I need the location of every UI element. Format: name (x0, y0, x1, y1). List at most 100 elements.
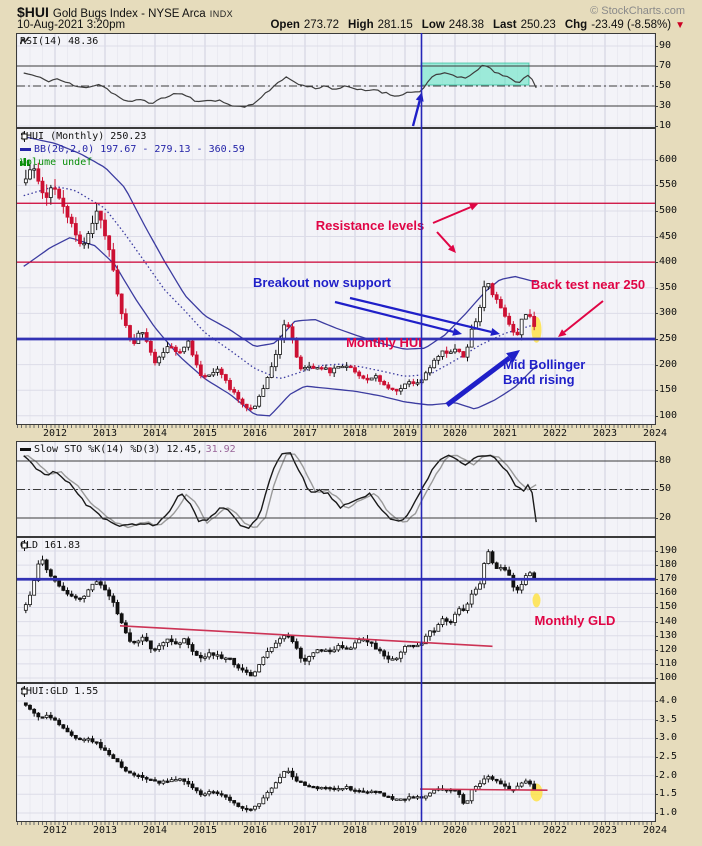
rsi-y-tick-label: 50 (659, 80, 672, 91)
price-panel: $HUI (Monthly) 250.23 BB(20,2.0) 197.67 … (16, 128, 656, 425)
ratio-y-tick-label: 4.0 (659, 694, 678, 706)
ratio-y-tick-mark (655, 794, 658, 796)
ticker-name: Gold Bugs Index - NYSE Arca (52, 8, 206, 20)
rsi-y-tick-mark (655, 106, 658, 107)
annotation-monthly-hui: Monthly HUI (346, 335, 422, 350)
quote-value: 273.72 (303, 19, 340, 31)
main-y-tick-label: 250 (659, 332, 678, 344)
quote-label: Last (492, 19, 517, 31)
gld-y-tick-label: 170 (659, 573, 678, 585)
quote-value: -23.49 (-8.58%) (591, 19, 672, 31)
hui-gld-ratio-panel: $HUI:GLD 1.55 (16, 683, 656, 822)
exchange-tag: INDX (209, 9, 234, 19)
bb-line-icon (20, 148, 31, 151)
main-y-tick-mark (655, 415, 658, 417)
sto-y-tick-label: 20 (659, 511, 672, 523)
x-axis-year-label: 2015 (192, 428, 218, 439)
sto-line-icon (20, 448, 31, 451)
x-axis-year-label: 2019 (392, 825, 418, 836)
main-y-tick-mark (655, 185, 658, 187)
rsi-plot (17, 34, 655, 127)
candlestick-icon (21, 686, 28, 697)
ratio-y-tick-mark (655, 756, 658, 758)
x-axis-year-label: 2021 (492, 825, 518, 836)
gld-y-tick-mark (655, 663, 658, 665)
main-y-tick-mark (655, 210, 658, 212)
main-y-tick-mark (655, 287, 658, 289)
quote-value: 281.15 (377, 19, 413, 31)
quote-fields: Open 273.72 High 281.15 Low 248.38 Last 250.23 C… (261, 19, 685, 31)
quote-label: Low (421, 19, 445, 31)
rsi-y-tick-mark (655, 66, 658, 67)
gld-legend: GLD 161.83 (20, 540, 80, 551)
x-axis-year-label: 2017 (292, 428, 318, 439)
sto-d-label: 31.92 (205, 444, 236, 455)
main-y-tick-mark (655, 236, 658, 238)
x-axis-year-label: 2020 (442, 825, 468, 836)
quote-label: Chg (564, 19, 588, 31)
rsi-y-tick-mark (655, 126, 658, 127)
gld-y-tick-mark (655, 593, 658, 595)
hui-gld-ratio-plot (17, 684, 655, 821)
ratio-legend: $HUI:GLD 1.55 (20, 686, 98, 697)
ratio-y-tick-label: 1.5 (659, 788, 678, 800)
annotation-breakout-now-support: Breakout now support (253, 275, 391, 290)
x-axis-year-label: 2024 (642, 428, 668, 439)
main-y-tick-label: 500 (659, 204, 678, 216)
candlestick-icon (21, 131, 28, 142)
main-y-tick-mark (655, 159, 658, 161)
main-y-tick-label: 150 (659, 384, 678, 396)
main-y-tick-label: 450 (659, 230, 678, 242)
bb-legend: BB(20,2.0) 197.67 - 279.13 - 360.59 (20, 144, 245, 155)
rsi-panel: RSI(14) 48.36 (16, 33, 656, 128)
price-legend-label: $HUI (Monthly) 250.23 (20, 131, 147, 142)
x-axis-year-label: 2014 (142, 428, 168, 439)
gld-y-tick-mark (655, 607, 658, 609)
indicator-zigzag-icon (20, 36, 30, 45)
x-axis-year-label: 2016 (242, 428, 268, 439)
x-axis-year-label: 2016 (242, 825, 268, 836)
ticker-symbol: $HUI (17, 4, 49, 20)
x-axis-year-label: 2019 (392, 428, 418, 439)
gld-y-tick-label: 160 (659, 587, 678, 599)
stochastic-legend: Slow STO %K(14) %D(3) 12.45, 31.92 (20, 444, 236, 455)
sto-y-tick-mark (655, 460, 658, 462)
quote-value: 248.38 (448, 19, 484, 31)
x-axis-year-label: 2022 (542, 825, 568, 836)
gld-y-tick-mark (655, 621, 658, 623)
ratio-y-tick-label: 1.0 (659, 806, 678, 818)
quote-label: High (348, 19, 374, 31)
volume-legend-label: Volume undef (20, 157, 93, 168)
annotation-resistance-levels: Resistance levels (315, 218, 425, 233)
gld-legend-label: GLD 161.83 (20, 540, 81, 551)
main-y-tick-label: 550 (659, 179, 678, 191)
x-axis-year-label: 2012 (42, 428, 68, 439)
main-y-tick-mark (655, 313, 658, 315)
x-axis-year-label: 2021 (492, 428, 518, 439)
gld-y-tick-mark (655, 550, 658, 552)
sto-y-tick-mark (655, 489, 658, 491)
volume-legend: Volume undef (20, 157, 92, 168)
quote-label: Open (270, 19, 300, 31)
x-axis-bottom: 2012 2013 2014 2015 2016 2017 2018 2019 2020 2021… (17, 822, 667, 842)
x-axis-year-label: 2018 (342, 825, 368, 836)
sto-y-tick-label: 80 (659, 454, 672, 466)
annotation-back-test-near-250: Back test near 250 (530, 277, 646, 292)
x-axis-year-label: 2022 (542, 428, 568, 439)
ratio-legend-label: $HUI:GLD 1.55 (20, 686, 99, 697)
x-axis-year-label: 2013 (92, 825, 118, 836)
gld-y-tick-mark (655, 678, 658, 680)
x-axis-year-label: 2023 (592, 825, 618, 836)
quote-row: 10-Aug-2021 3:20pm Open 273.72 High 281.15 L… (17, 19, 685, 33)
price-plot (17, 129, 655, 424)
main-y-tick-label: 400 (659, 256, 678, 268)
gld-y-tick-label: 190 (659, 544, 678, 556)
x-axis-year-label: 2020 (442, 428, 468, 439)
main-y-tick-label: 300 (659, 307, 678, 319)
gld-plot (17, 538, 655, 682)
main-y-tick-mark (655, 364, 658, 366)
stochastic-panel: Slow STO %K(14) %D(3) 12.45, 31.92 (16, 441, 656, 537)
main-y-tick-label: 350 (659, 281, 678, 293)
main-y-tick-label: 600 (659, 153, 678, 165)
copyright-label: © StockCharts.com (590, 5, 685, 17)
